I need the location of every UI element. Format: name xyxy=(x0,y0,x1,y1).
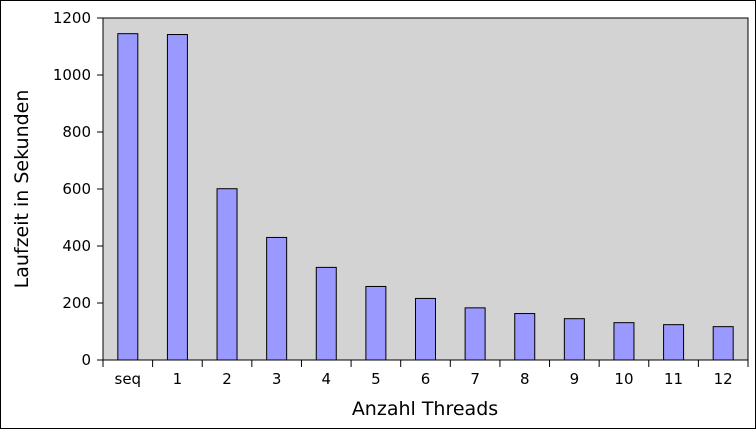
x-tick-label: 2 xyxy=(222,370,232,388)
x-tick-label: 8 xyxy=(520,370,530,388)
bar-4 xyxy=(315,266,337,361)
x-tick-label: 1 xyxy=(173,370,183,388)
bar-8 xyxy=(514,313,536,361)
x-tick-label: 9 xyxy=(570,370,580,388)
x-tick-label: 11 xyxy=(664,370,683,388)
bar-3 xyxy=(266,236,288,361)
x-tick-label: 3 xyxy=(272,370,282,388)
bar-6 xyxy=(415,297,436,361)
y-tick-label: 1000 xyxy=(53,66,91,84)
bar-9 xyxy=(563,318,585,361)
bar-seq xyxy=(117,33,139,361)
x-tick-label: 4 xyxy=(321,370,331,388)
y-tick-label: 0 xyxy=(81,351,91,369)
bar-12 xyxy=(712,326,734,361)
x-tick-label: 7 xyxy=(470,370,480,388)
bar-11 xyxy=(663,324,685,361)
x-tick-label: seq xyxy=(115,370,142,388)
axes-group xyxy=(97,17,749,367)
x-tick-label: 6 xyxy=(421,370,431,388)
bar-10 xyxy=(613,322,635,361)
y-tick-label: 200 xyxy=(62,294,91,312)
y-tick-label: 400 xyxy=(62,237,91,255)
y-tick-label: 1200 xyxy=(53,9,91,27)
y-tick-label: 600 xyxy=(62,180,91,198)
x-axis-title: Anzahl Threads xyxy=(352,398,498,420)
x-tick-label: 12 xyxy=(714,370,733,388)
bar-5 xyxy=(365,285,387,361)
bar-1 xyxy=(166,34,188,361)
y-tick-label: 800 xyxy=(62,123,91,141)
bars-group xyxy=(117,33,734,361)
bar-7 xyxy=(464,307,486,361)
x-tick-label: 5 xyxy=(371,370,381,388)
y-axis-title: Laufzeit in Sekunden xyxy=(11,90,33,289)
bar-2 xyxy=(216,188,238,361)
x-tick-label: 10 xyxy=(614,370,633,388)
